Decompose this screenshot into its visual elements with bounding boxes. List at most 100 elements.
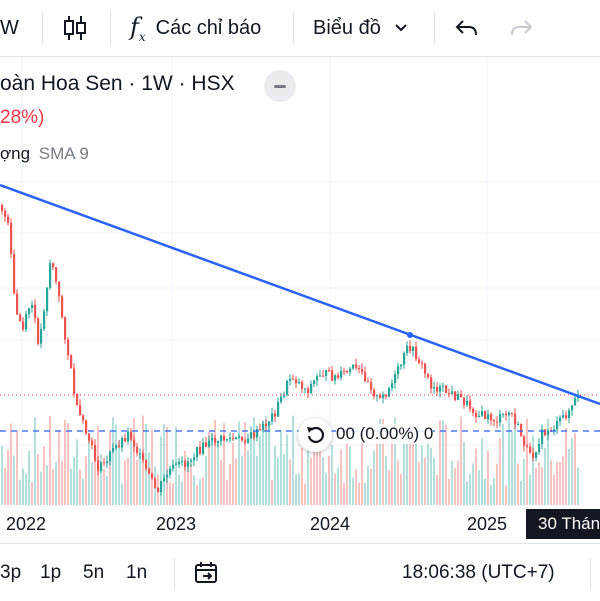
volume-bar xyxy=(481,438,483,505)
range-button[interactable]: 5n xyxy=(83,561,105,583)
price-change: 28%) xyxy=(0,107,45,128)
range-button[interactable]: 3p xyxy=(0,561,22,583)
collapse-legend-button[interactable] xyxy=(264,70,296,102)
volume-bar xyxy=(292,415,294,505)
candle-body xyxy=(73,368,76,394)
volume-bar xyxy=(445,424,447,505)
interval-button[interactable]: W xyxy=(0,0,19,56)
bottom-toolbar: 3p 1p 5n 1n 18:06:38 (UTC+7) xyxy=(0,543,600,601)
range-button[interactable]: 1p xyxy=(40,561,62,583)
chart-type-button[interactable] xyxy=(62,0,88,56)
volume-bar xyxy=(514,421,516,505)
candle-body xyxy=(448,393,451,395)
indicators-button[interactable]: fx Các chỉ báo xyxy=(130,0,261,56)
volume-bar xyxy=(1,445,3,505)
volume-bar xyxy=(421,445,423,505)
candle-body xyxy=(475,412,478,418)
candle-body xyxy=(511,412,514,414)
candle-body xyxy=(43,311,46,329)
volume-bar xyxy=(43,446,45,505)
candle-body xyxy=(118,445,121,448)
volume-bar xyxy=(217,440,219,505)
volume-bar xyxy=(106,475,108,505)
volume-bar xyxy=(196,484,198,505)
volume-bar xyxy=(19,479,21,505)
candle-body xyxy=(409,345,412,352)
candle-body xyxy=(364,372,367,382)
candle-body xyxy=(397,366,400,375)
candle-body xyxy=(532,452,535,459)
candle-body xyxy=(334,375,337,381)
fx-icon: fx xyxy=(130,12,146,44)
volume-bar xyxy=(298,473,300,505)
candle-body xyxy=(505,413,508,416)
candle-body xyxy=(28,307,31,315)
volume-bar xyxy=(370,468,372,505)
candle-body xyxy=(454,391,457,401)
volume-bar xyxy=(166,426,168,505)
indicators-label: Các chỉ báo xyxy=(155,16,262,39)
candle-body xyxy=(262,423,265,431)
candle-body xyxy=(250,432,253,439)
undo-button[interactable] xyxy=(454,0,480,56)
volume-bar xyxy=(133,418,135,505)
candle-body xyxy=(538,443,541,453)
volume-bar xyxy=(16,430,18,505)
volume-bar xyxy=(400,473,402,505)
redo-button[interactable] xyxy=(508,0,534,56)
candle-body xyxy=(97,460,100,471)
chevron-down-icon xyxy=(395,24,407,32)
volume-bar xyxy=(112,417,114,505)
candle-body xyxy=(229,437,232,440)
price-chart[interactable] xyxy=(0,57,600,537)
candle-body xyxy=(517,424,520,426)
volume-bar xyxy=(367,465,369,505)
volume-bar xyxy=(541,467,543,505)
volume-bar xyxy=(172,483,174,505)
candle-body xyxy=(298,381,301,384)
candle-body xyxy=(433,387,436,389)
candle-body xyxy=(154,478,157,488)
candle-body xyxy=(556,421,559,430)
date-range-button[interactable] xyxy=(194,544,220,601)
volume-bar xyxy=(343,483,345,505)
indicator-legend[interactable]: ợng SMA 9 xyxy=(0,144,89,164)
volume-bar xyxy=(436,475,438,505)
candle-body xyxy=(109,451,112,462)
candle-body xyxy=(304,388,307,390)
volume-bar xyxy=(562,456,564,505)
candle-body xyxy=(280,396,283,402)
candle-body xyxy=(199,447,202,454)
volume-bar xyxy=(295,474,297,505)
layout-button[interactable]: Biểu đồ xyxy=(313,0,409,56)
range-button[interactable]: 1n xyxy=(126,561,148,583)
symbol-title[interactable]: oàn Hoa Sen · 1W · HSX xyxy=(0,72,235,95)
volume-bar xyxy=(325,472,327,505)
clock-label[interactable]: 18:06:38 (UTC+7) xyxy=(402,561,555,583)
volume-bar xyxy=(361,434,363,505)
volume-bar xyxy=(574,433,576,505)
candle-body xyxy=(571,405,574,411)
candle-body xyxy=(310,384,313,393)
volume-bar xyxy=(316,433,318,505)
candle-body xyxy=(67,339,70,356)
candle-body xyxy=(1,205,4,211)
volume-bar xyxy=(313,438,315,505)
candle-body xyxy=(295,379,298,384)
candle-body xyxy=(418,359,421,363)
volume-bar xyxy=(418,461,420,505)
candle-body xyxy=(460,394,463,398)
reset-button[interactable] xyxy=(298,418,332,452)
candle-body xyxy=(553,429,556,431)
volume-bar xyxy=(502,423,504,505)
candle-body xyxy=(499,414,502,423)
candle-body xyxy=(22,321,25,330)
volume-bar xyxy=(544,447,546,505)
candle-body xyxy=(523,436,526,446)
candle-body xyxy=(466,400,469,405)
crosshair-date-label: 30 Thán xyxy=(526,509,600,539)
volume-bar xyxy=(211,433,213,505)
volume-bar xyxy=(94,450,96,505)
candle-body xyxy=(307,388,310,393)
volume-bar xyxy=(352,477,354,505)
